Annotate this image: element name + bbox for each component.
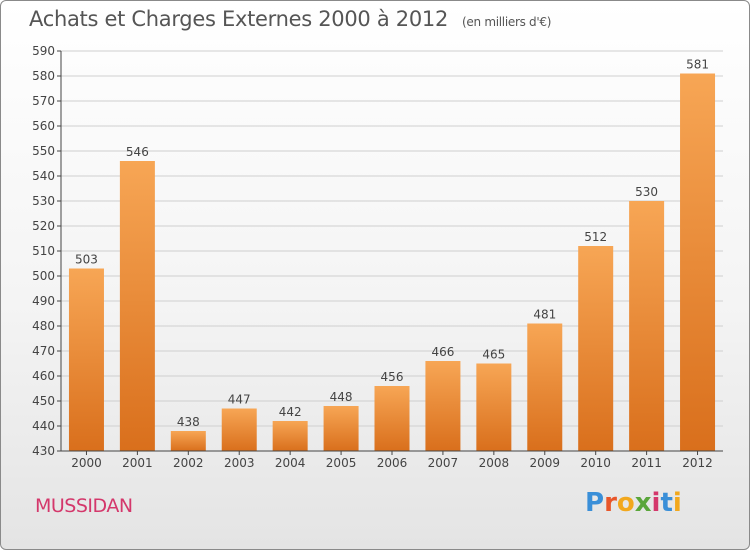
data-label-2000: 503	[75, 253, 98, 267]
y-tick-label: 460	[32, 369, 55, 383]
bar-2004	[272, 421, 308, 451]
bar-2001	[119, 161, 155, 451]
y-tick-label: 520	[32, 219, 55, 233]
logo-letter: t	[660, 488, 673, 518]
bar-2011	[629, 201, 665, 451]
chart-title: Achats et Charges Externes 2000 à 2012 (e…	[29, 7, 551, 31]
y-tick-label: 590	[32, 44, 55, 58]
data-label-2005: 448	[330, 390, 353, 404]
logo-letter: i	[672, 488, 682, 518]
y-tick-label: 480	[32, 319, 55, 333]
data-label-2001: 546	[126, 145, 149, 159]
y-tick-label: 490	[32, 294, 55, 308]
y-tick-label: 430	[32, 444, 55, 458]
x-tick-label: 2004	[275, 456, 306, 470]
x-tick-label: 2003	[224, 456, 255, 470]
logo-letter: P	[585, 488, 605, 518]
chart-title-text: Achats et Charges Externes 2000 à 2012	[29, 7, 449, 31]
bar-2012	[680, 73, 716, 451]
y-tick-label: 510	[32, 244, 55, 258]
bar-2000	[68, 268, 104, 451]
data-label-2003: 447	[228, 393, 251, 407]
data-label-2007: 466	[431, 345, 454, 359]
city-name: MUSSIDAN	[35, 495, 133, 517]
y-tick-label: 470	[32, 344, 55, 358]
bar-2006	[374, 386, 410, 451]
y-tick-label: 550	[32, 144, 55, 158]
data-labels: 503 546 438 447 442 448 456 466 465 481 512 530 581	[75, 58, 709, 430]
y-tick-label: 530	[32, 194, 55, 208]
x-tick-label: 2005	[326, 456, 357, 470]
x-tick-label: 2006	[377, 456, 408, 470]
x-tick-label: 2011	[631, 456, 662, 470]
bars	[68, 73, 716, 451]
y-tick-label: 580	[32, 69, 55, 83]
logo-letter: i	[651, 488, 661, 518]
x-tick-label: 2000	[71, 456, 102, 470]
y-tick-label: 450	[32, 394, 55, 408]
y-tick-label: 540	[32, 169, 55, 183]
data-label-2012: 581	[686, 58, 709, 72]
y-tick-label: 560	[32, 119, 55, 133]
x-tick-label: 2002	[173, 456, 204, 470]
y-tick-label: 500	[32, 269, 55, 283]
bar-2010	[578, 246, 614, 451]
chart-unit: (en milliers d'€)	[462, 15, 552, 29]
x-tick-label: 2009	[529, 456, 560, 470]
data-label-2006: 456	[381, 370, 404, 384]
data-label-2002: 438	[177, 415, 200, 429]
data-label-2008: 465	[482, 348, 505, 362]
axes: 430 440 450 460 470 480 490 500 510 520 530 540 550 5…	[32, 44, 723, 470]
logo-letter: r	[604, 488, 617, 518]
logo-letter: x	[634, 488, 652, 518]
bar-2007	[425, 361, 461, 451]
x-tick-label: 2010	[580, 456, 611, 470]
y-tick-label: 440	[32, 419, 55, 433]
data-label-2011: 530	[635, 185, 658, 199]
x-tick-label: 2008	[479, 456, 510, 470]
bar-2003	[221, 408, 257, 451]
bar-2002	[170, 431, 206, 451]
x-tick-label: 2001	[122, 456, 153, 470]
y-tick-label: 570	[32, 94, 55, 108]
proxiti-logo[interactable]: Proxiti	[585, 488, 682, 518]
x-tick-label: 2012	[682, 456, 713, 470]
data-label-2009: 481	[533, 308, 556, 322]
x-tick-label: 2007	[428, 456, 459, 470]
bar-2009	[527, 323, 563, 451]
bar-2008	[476, 363, 512, 451]
data-label-2004: 442	[279, 405, 302, 419]
data-label-2010: 512	[584, 230, 607, 244]
logo-letter: o	[616, 488, 635, 518]
bar-2005	[323, 406, 359, 451]
